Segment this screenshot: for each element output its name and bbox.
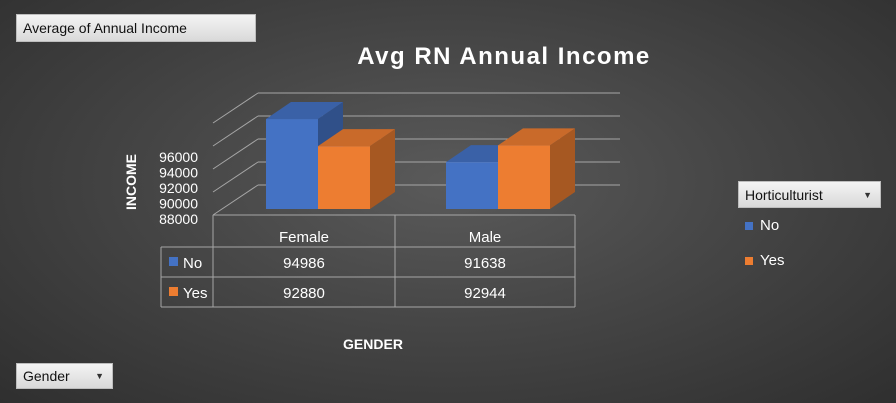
x-category-label: Male xyxy=(469,229,502,246)
legend-label-no: No xyxy=(760,217,780,234)
bars xyxy=(266,102,575,209)
bar-top xyxy=(266,102,343,120)
y-axis-title: INCOME xyxy=(123,154,139,210)
value-field-label: Average of Annual Income xyxy=(23,20,187,36)
bar-male-yes xyxy=(498,128,575,209)
side-gridline xyxy=(212,115,259,147)
y-tick-label: 92000 xyxy=(159,180,198,196)
chart-title: Avg RN Annual Income xyxy=(357,43,651,70)
y-tick-label: 88000 xyxy=(159,211,198,227)
bar-top xyxy=(318,129,395,147)
legend-item-yes: Yes xyxy=(745,252,784,269)
bar-front xyxy=(266,119,318,209)
table-swatch xyxy=(169,287,178,296)
legend-item-no: No xyxy=(745,217,779,234)
table-cell: 91638 xyxy=(464,255,506,272)
table-cell: 94986 xyxy=(283,255,325,272)
legend-field-label: Horticulturist xyxy=(745,186,823,203)
bar-front xyxy=(318,146,370,209)
table-row-label: No xyxy=(183,255,202,272)
axis-field-label: Gender xyxy=(23,368,70,384)
table-cell: 92944 xyxy=(464,285,506,302)
legend-swatch-no xyxy=(745,221,753,230)
table-cell: 92880 xyxy=(283,285,325,302)
legend-swatch-yes xyxy=(745,256,753,265)
y-tick-label: 90000 xyxy=(159,196,198,212)
bar-top xyxy=(498,128,575,146)
side-gridline xyxy=(212,184,259,216)
y-tick-label: 94000 xyxy=(159,165,198,181)
bar-side xyxy=(370,129,395,209)
bar-front xyxy=(446,162,498,209)
side-gridline xyxy=(212,161,259,193)
axis-field-button[interactable]: Gender ▼ xyxy=(16,363,113,389)
bar-female-yes xyxy=(318,129,395,209)
table-row-label: Yes xyxy=(183,285,207,302)
side-gridline xyxy=(212,138,259,170)
x-axis-title: GENDER xyxy=(343,336,403,352)
x-category-label: Female xyxy=(279,229,329,246)
dropdown-arrow-icon[interactable]: ▼ xyxy=(95,371,104,381)
bar-side xyxy=(550,128,575,209)
value-field-button[interactable]: Average of Annual Income xyxy=(16,14,256,42)
side-gridline xyxy=(212,92,259,124)
dropdown-arrow-icon[interactable]: ▼ xyxy=(863,189,872,200)
table-swatch xyxy=(169,257,178,266)
legend-field-button[interactable]: Horticulturist ▼ xyxy=(738,181,881,208)
data-table: Female Male No 94986 91638 Yes 92880 92944 xyxy=(160,215,576,308)
bar-front xyxy=(498,145,550,209)
y-tick-label: 96000 xyxy=(159,149,198,165)
legend-label-yes: Yes xyxy=(760,252,785,269)
